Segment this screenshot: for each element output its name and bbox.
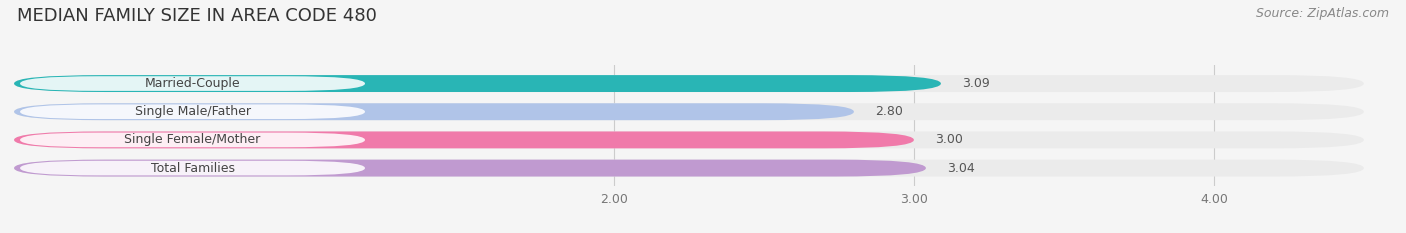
- Text: 3.00: 3.00: [935, 134, 963, 146]
- Text: 3.09: 3.09: [962, 77, 990, 90]
- FancyBboxPatch shape: [14, 103, 853, 120]
- FancyBboxPatch shape: [14, 75, 941, 92]
- Text: Single Female/Mother: Single Female/Mother: [124, 134, 260, 146]
- FancyBboxPatch shape: [14, 131, 914, 148]
- FancyBboxPatch shape: [20, 161, 366, 175]
- FancyBboxPatch shape: [20, 104, 366, 119]
- FancyBboxPatch shape: [14, 160, 1364, 177]
- Text: 3.04: 3.04: [946, 161, 974, 175]
- Text: MEDIAN FAMILY SIZE IN AREA CODE 480: MEDIAN FAMILY SIZE IN AREA CODE 480: [17, 7, 377, 25]
- Text: Single Male/Father: Single Male/Father: [135, 105, 250, 118]
- FancyBboxPatch shape: [14, 75, 1364, 92]
- Text: Source: ZipAtlas.com: Source: ZipAtlas.com: [1256, 7, 1389, 20]
- FancyBboxPatch shape: [20, 133, 366, 147]
- FancyBboxPatch shape: [14, 103, 1364, 120]
- Text: Married-Couple: Married-Couple: [145, 77, 240, 90]
- Text: 2.80: 2.80: [875, 105, 903, 118]
- FancyBboxPatch shape: [14, 131, 1364, 148]
- FancyBboxPatch shape: [20, 76, 366, 91]
- Text: Total Families: Total Families: [150, 161, 235, 175]
- FancyBboxPatch shape: [14, 160, 927, 177]
